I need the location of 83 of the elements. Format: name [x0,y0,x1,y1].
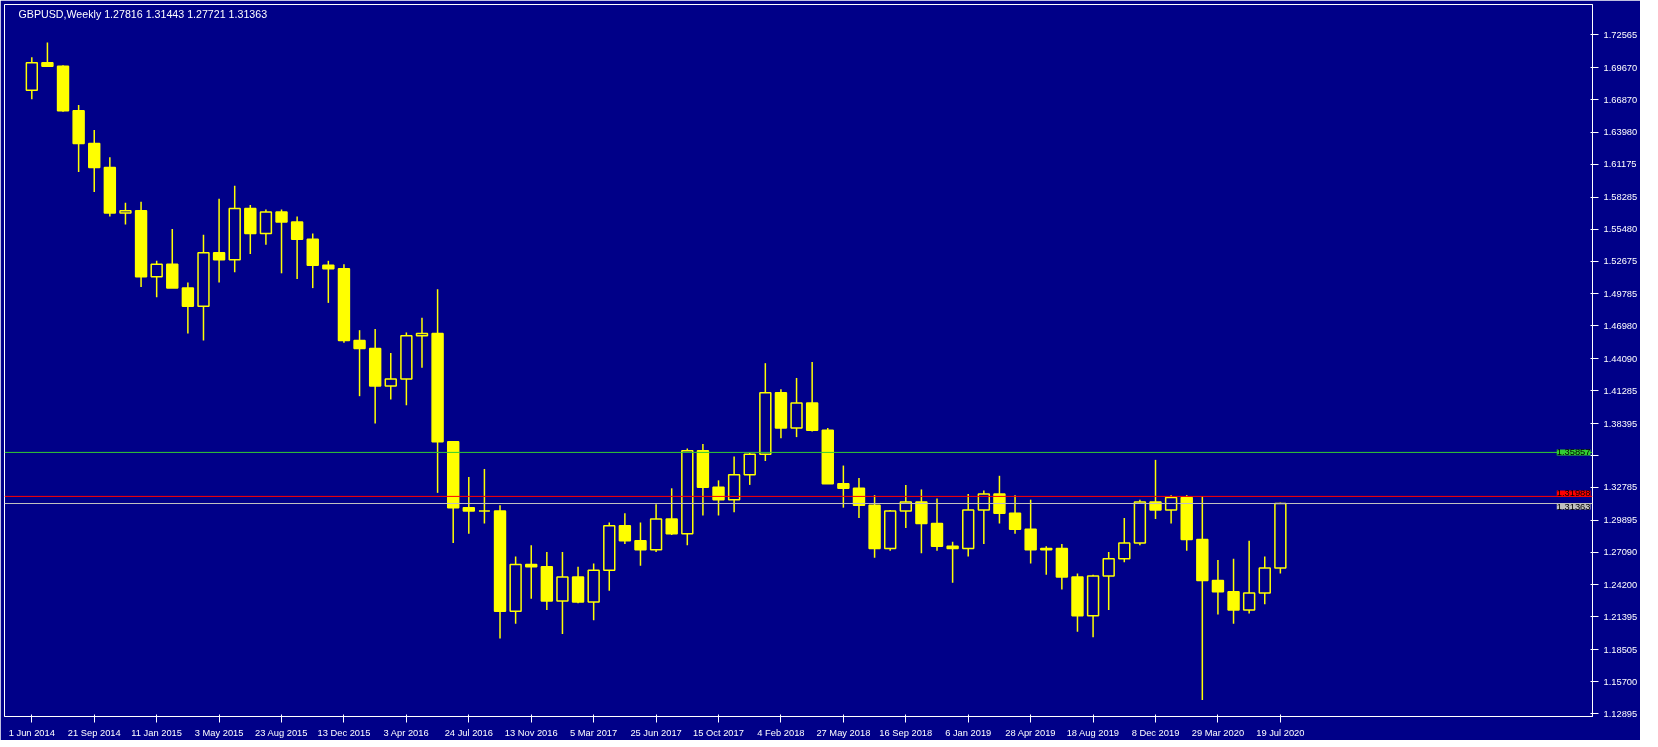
candlestick [634,521,647,567]
candlestick [1149,459,1162,520]
candlestick [41,41,54,68]
candlestick [88,129,101,193]
x-tick-label: 4 Feb 2018 [757,727,805,738]
x-tick-label: 21 Sep 2014 [67,727,121,738]
x-tick-label: 16 Sep 2018 [879,727,933,738]
ref-line-label: 1.31988 [1556,488,1591,499]
candlestick [993,475,1006,525]
x-tick-label: 19 Jul 2020 [1256,727,1305,738]
y-tick-label: 1.46980 [1603,320,1638,331]
y-tick-label: 1.32785 [1603,482,1638,493]
candlestick [1242,539,1256,615]
chart-title: GBPUSD,Weekly 1.27816 1.31443 1.27721 1.31363 [18,7,268,20]
candlestick [665,487,678,536]
y-tick-label: 1.66870 [1603,94,1638,105]
candlestick [915,488,928,554]
candlestick [275,208,288,275]
y-tick-label: 1.29895 [1603,515,1638,526]
y-tick-label: 1.55480 [1603,224,1638,235]
x-tick-label: 27 May 2018 [816,727,871,738]
ref-line-label: 1.35857 [1556,447,1591,458]
candlestick [1118,517,1131,563]
x-tick-label: 15 Oct 2017 [693,727,744,738]
candlestick [525,544,538,600]
candlestick [930,497,944,552]
candlestick [1227,558,1240,625]
candlestick [150,260,163,298]
y-tick-label: 1.61175 [1603,159,1637,170]
candlestick [259,208,273,246]
candlestick [1008,494,1022,535]
candlestick [1024,498,1037,565]
y-tick-label: 1.69670 [1603,62,1638,73]
y-tick-label: 1.72565 [1603,29,1638,40]
candlestick [290,215,304,280]
y-tick-label: 1.63980 [1603,127,1638,138]
x-tick-label: 8 Dec 2019 [1131,727,1180,738]
candlestick [618,512,632,545]
x-tick-label: 6 Jan 2019 [945,727,992,738]
candlestick [837,464,850,509]
ref-line-label: 1.31363 [1556,501,1591,512]
candlestick [181,281,195,335]
y-tick-label: 1.18505 [1603,644,1638,655]
x-tick-label: 28 Apr 2019 [1005,727,1056,738]
candlestick [478,468,491,525]
x-tick-label: 29 Mar 2020 [1191,727,1245,738]
x-tick-label: 18 Aug 2019 [1066,727,1120,738]
y-tick-label: 1.58285 [1603,192,1638,203]
y-tick-label: 1.44090 [1603,353,1638,364]
y-tick-label: 1.21395 [1603,611,1638,622]
candlestick [322,260,335,304]
y-tick-label: 1.38395 [1603,418,1638,429]
candlestick [743,452,756,486]
candlestick [353,329,366,397]
x-tick-label: 25 Jun 2017 [630,727,682,738]
candlestick [1164,494,1178,525]
candlestick [119,202,132,226]
candlestick [415,316,429,369]
x-tick-label: 24 Jul 2016 [444,727,493,738]
x-tick-label: 13 Nov 2016 [504,727,558,738]
x-tick-label: 13 Dec 2015 [317,727,371,738]
x-tick-label: 23 Aug 2015 [255,727,308,738]
x-tick-label: 3 Apr 2016 [383,727,429,738]
candlestick [166,228,179,289]
x-tick-label: 11 Jan 2015 [131,727,183,738]
candlestick [1102,551,1115,611]
y-tick-label: 1.52675 [1603,256,1638,267]
candlestick [384,352,397,401]
y-tick-label: 1.49785 [1603,288,1638,299]
candlestick [1211,559,1225,616]
x-tick-label: 3 May 2015 [194,727,244,738]
candlestick [556,551,569,635]
candlestick [712,479,725,517]
x-tick-label: 5 Mar 2017 [570,727,618,738]
candlestick [212,198,226,284]
y-tick-label: 1.24200 [1603,580,1638,590]
y-tick-label: 1.15700 [1603,676,1638,687]
y-tick-label: 1.41285 [1603,385,1638,396]
candlestick [899,484,913,529]
candlestick [462,476,476,535]
y-tick-label: 1.27090 [1603,547,1638,558]
x-tick-label: 1 Jun 2014 [8,727,55,738]
y-tick-label: 1.12895 [1603,708,1638,719]
